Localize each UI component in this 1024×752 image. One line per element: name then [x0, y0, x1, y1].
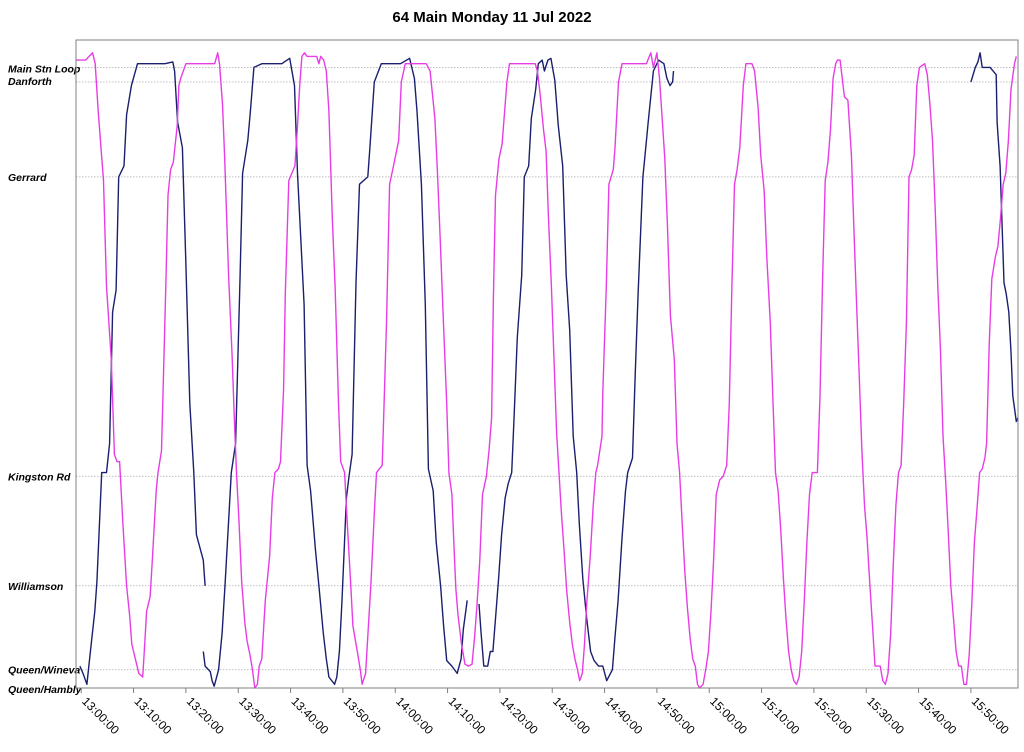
y-tick-label: Kingston Rd: [8, 471, 71, 483]
series-1-line: [478, 57, 675, 682]
chart-title: 64 Main Monday 11 Jul 2022: [392, 9, 591, 26]
y-tick-label: Gerrard: [8, 172, 47, 184]
y-tick-label: Queen/Wineva: [8, 665, 80, 677]
series-1-line: [202, 57, 468, 687]
y-tick-label: Williamson: [8, 581, 63, 593]
series-1-line: [79, 61, 206, 685]
y-tick-label: Queen/Hambly: [8, 684, 83, 696]
series-lines: [76, 52, 1019, 689]
series-1-line: [970, 52, 1019, 423]
series-2-line: [76, 52, 1017, 689]
plot-frame: [75, 39, 1019, 689]
y-tick-label: Main Stn Loop: [8, 63, 81, 75]
y-tick-label: Danforth: [8, 76, 52, 88]
